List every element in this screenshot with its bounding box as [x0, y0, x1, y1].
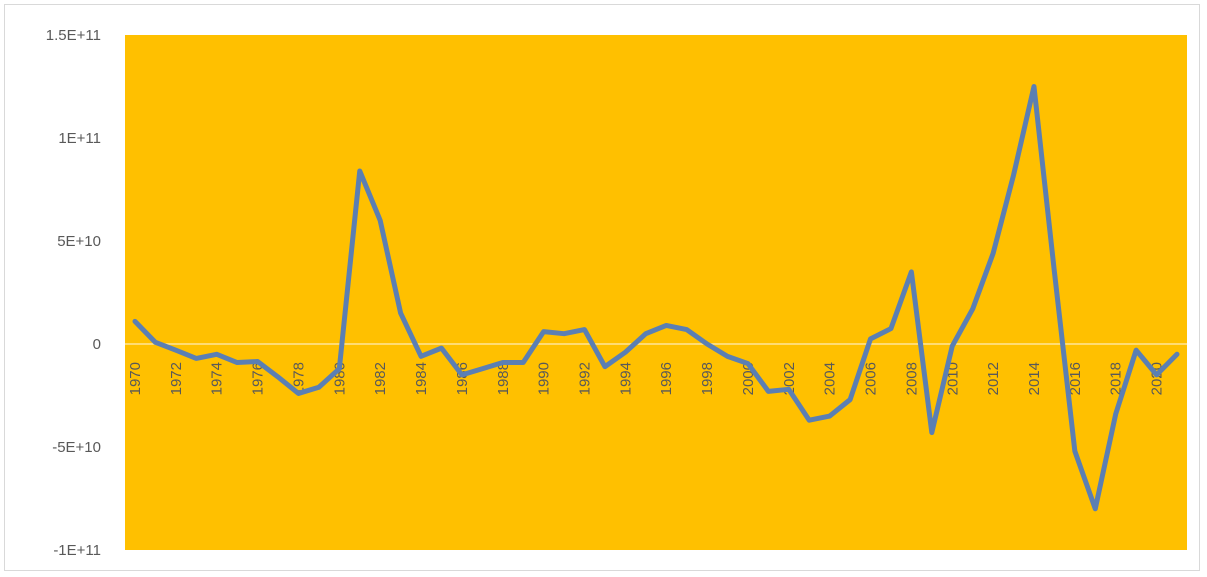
y-tick-label: -1E+11 [53, 542, 101, 559]
x-tick-label: 1972 [168, 362, 185, 395]
x-tick-label: 2014 [1026, 362, 1043, 395]
y-tick-label: 1E+11 [58, 130, 101, 147]
line-chart: 1.5E+11 1E+11 5E+10 0 -5E+10 -1E+11 1970 1972 1… [46, 27, 1187, 559]
x-tick-label: 2004 [822, 362, 839, 395]
y-tick-label: -5E+10 [52, 439, 101, 456]
x-tick-label: 2008 [903, 362, 920, 395]
y-tick-label: 5E+10 [57, 233, 101, 250]
x-tick-label: 2012 [985, 362, 1002, 395]
x-tick-label: 1984 [413, 362, 430, 395]
series-line [132, 84, 1180, 512]
x-tick-label: 1988 [495, 362, 512, 395]
x-tick-label: 1990 [536, 362, 553, 395]
chart-container: 1.5E+11 1E+11 5E+10 0 -5E+10 -1E+11 1970 1972 1… [4, 4, 1200, 571]
y-axis-tick-labels: 1.5E+11 1E+11 5E+10 0 -5E+10 -1E+11 [46, 27, 101, 559]
y-tick-label: 0 [93, 336, 101, 353]
x-tick-label: 1998 [699, 362, 716, 395]
x-tick-label: 2002 [781, 362, 798, 395]
x-tick-label: 1978 [290, 362, 307, 395]
x-tick-label: 1982 [372, 362, 389, 395]
x-tick-label: 1970 [127, 362, 144, 395]
x-tick-label: 1996 [658, 362, 675, 395]
y-tick-label: 1.5E+11 [46, 27, 101, 44]
x-tick-label: 1992 [576, 362, 593, 395]
x-tick-label: 2018 [1108, 362, 1125, 395]
x-tick-label: 2016 [1067, 362, 1084, 395]
plot-area [125, 35, 1187, 550]
x-tick-label: 1994 [617, 362, 634, 395]
x-tick-label: 1974 [209, 362, 226, 395]
x-tick-label: 1976 [250, 362, 267, 395]
data-points [134, 86, 1178, 509]
x-tick-label: 2006 [863, 362, 880, 395]
